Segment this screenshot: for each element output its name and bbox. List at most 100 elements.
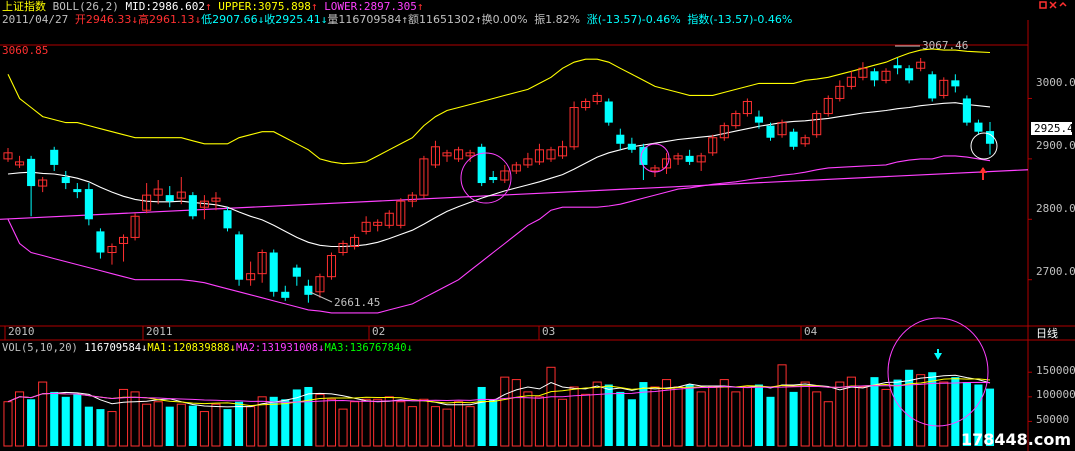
volume-bar-up [661,379,672,447]
volume-bar-up [812,391,822,447]
candle-up [3,152,13,160]
ma3-down-arrow: ↓ [406,342,413,354]
high-down-arrow: ↓ [194,13,202,26]
candle-down [50,149,59,165]
candle-down [235,234,244,280]
volume-bar-up [384,396,394,447]
volume-bar-up [38,381,48,447]
volume-bar-up [500,376,510,447]
volume-bar-up [465,406,475,447]
volume-bar-down [304,386,313,446]
amount-value: 额11651302 [407,13,475,26]
volume-ma-line [7,381,991,403]
candle-up [673,155,683,160]
time-label: 02 [372,325,385,338]
trend-line-segment [0,169,1029,220]
volume-bar-down [928,372,937,446]
candle-up [361,221,371,232]
volume-bar-down [639,382,648,446]
mid-value: MID:2986.602 [125,0,205,13]
current-price-box [1031,122,1072,135]
volume-bar-down [188,405,197,446]
volume-bar-down [489,399,498,446]
volume-ma1: MA1:120839888 [147,342,230,354]
volume-bar-up [315,393,325,447]
mid-up-arrow: ↑ [204,0,212,13]
volume-bar-down [50,391,59,446]
candle-up [430,146,441,166]
volume-bar-up [719,379,729,447]
candle-up [523,158,533,166]
volume-bar-down [962,382,971,446]
volume-bar-down [951,377,960,446]
candle-up [15,161,25,166]
price-tick: 3000.0 [1036,76,1075,89]
candle-up [592,94,602,102]
candle-up [38,179,48,187]
volume-bar-up [939,381,949,447]
volume-bar-down [96,409,105,446]
volume-tick: 50000 [1036,413,1069,426]
volume-ma2: MA2:131931008 [235,342,319,354]
down-arrow-icon [934,353,942,360]
candle-up [338,242,348,254]
volume-bar-up [118,388,129,447]
volume-bars [3,364,995,447]
boll-lower-line [7,155,991,314]
volume-ma-line [7,374,991,408]
boll-upper-line [7,48,991,165]
candle-up [812,113,822,136]
candle-up [650,167,660,172]
window-corner-icons[interactable] [1039,0,1069,15]
volume-bar-up [835,381,845,447]
chart-frame [0,20,1075,451]
min-price-leader [309,291,333,303]
candle-up [373,221,383,226]
candle-up [442,152,452,157]
high-price: 高2961.13 [137,13,195,26]
highlight-circle [970,132,998,160]
candle-up [777,122,787,136]
volume-bar-up [153,401,163,447]
volume-bar-up [199,411,209,447]
lower-up-arrow: ↑ [416,0,424,13]
window-control-icon[interactable] [1039,0,1069,12]
volume-bar-up [696,391,706,447]
volume-bar-down [754,384,763,446]
low-down-arrow: ↓ [257,13,265,26]
candle-up [118,236,129,244]
volume-bar-up [130,391,140,447]
highlight-circle [460,152,512,204]
candle-up [696,155,706,163]
volume-bar-up [823,401,833,447]
volume-bar-up [592,381,602,447]
candle-up [176,191,186,199]
candle-up [315,276,325,293]
volume-ma3: MA3:136767840 [324,342,407,354]
volume-bar-up [777,364,787,447]
candle-down [304,285,313,295]
volume-bar-up [442,408,452,447]
change-value: 涨(-13.57)-0.46% [586,13,681,26]
candle-down [61,177,70,184]
date: 2011/04/27 [2,13,69,26]
volume-value: 量116709584 [327,13,402,26]
candle-down [223,210,232,229]
volume-bar-up [523,391,533,447]
candle-up [546,149,556,160]
time-label: 03 [542,325,555,338]
upper-value: UPPER:3075.898 [218,0,311,13]
volume-bar-down [477,386,486,446]
up-arrow-icon [979,167,987,173]
candle-up [130,215,140,238]
volume-bar-down [27,399,36,446]
turnover-value: 换0.00% [481,13,528,26]
candle-up [500,170,510,181]
volume-bar-down [870,377,879,446]
price-tick: 2700.0 [1036,265,1075,278]
candle-up [511,164,521,172]
candle-down [985,131,995,144]
volume-bar-down [616,391,625,446]
candle-down [893,65,902,69]
